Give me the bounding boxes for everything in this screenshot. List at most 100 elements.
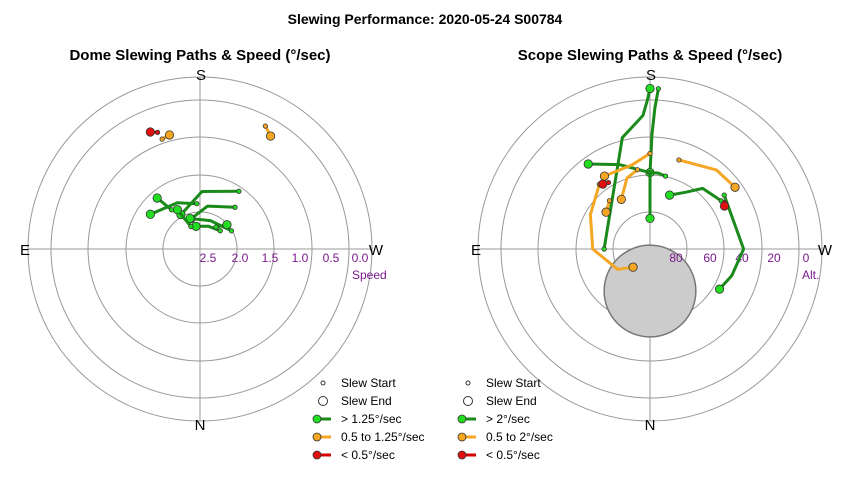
slew-end-point <box>145 209 156 219</box>
radial-tick-label: 0.5 <box>323 251 340 265</box>
legend-dot-fast <box>312 414 322 424</box>
radial-tick-label: 60 <box>703 251 717 265</box>
slew-start-point <box>217 228 223 234</box>
slew-path-fast <box>189 204 237 221</box>
dome-radial-ticks: 2.5 2.0 1.5 1.0 0.5 0.0 <box>200 251 369 265</box>
slew-path-fast <box>602 87 652 251</box>
radial-tick-label: 0 <box>803 251 810 265</box>
radial-tick-label: 0.0 <box>352 251 369 265</box>
scope-radial-axis-label: Alt. <box>802 268 819 282</box>
slew-start-point <box>655 86 662 92</box>
legend-dot-mid <box>312 432 322 442</box>
scope-panel: Scope Slewing Paths & Speed (°/sec) S N … <box>457 47 833 462</box>
slew-start-point <box>721 192 727 198</box>
slew-end-point <box>583 159 593 169</box>
slew-start-point <box>232 204 238 210</box>
slew-end-point <box>665 190 675 200</box>
slew-start-point <box>213 224 219 230</box>
slew-end-point <box>599 171 610 181</box>
slew-start-point <box>262 123 268 129</box>
dome-legend: Slew Start Slew End > 1.25°/sec 0.5 to 1.25… <box>312 376 425 462</box>
radial-tick-label: 20 <box>767 251 781 265</box>
radial-tick-label: 2.0 <box>232 251 249 265</box>
slew-path-mid <box>588 182 635 271</box>
slew-end-point <box>628 262 638 272</box>
legend-label: 0.5 to 2°/sec <box>486 430 553 444</box>
slew-end-point <box>601 207 611 217</box>
legend-label: Slew End <box>486 394 537 408</box>
scope-slew-paths <box>583 83 746 294</box>
slew-start-point <box>606 198 613 204</box>
legend-label: Slew Start <box>486 376 541 390</box>
slew-end-point <box>616 194 626 204</box>
slew-start-point <box>662 173 669 179</box>
slew-start-point <box>236 188 242 194</box>
radial-tick-label: 1.5 <box>262 251 279 265</box>
dome-cardinal-top: S <box>196 67 206 84</box>
legend-dot-slow <box>312 450 322 460</box>
slew-end-point <box>265 131 276 141</box>
slew-start-point <box>676 157 682 163</box>
radial-tick-label: 80 <box>669 251 683 265</box>
dome-radial-axis-label: Speed <box>352 268 387 282</box>
scope-cardinal-left: E <box>471 242 481 259</box>
dome-polar-grid <box>27 76 373 422</box>
slew-end-point <box>598 179 608 189</box>
slew-end-point <box>719 201 730 211</box>
dome-cardinal-left: E <box>20 242 30 259</box>
legend-label: < 0.5°/sec <box>341 448 395 462</box>
dome-panel-title: Dome Slewing Paths & Speed (°/sec) <box>69 47 330 64</box>
legend-label: > 1.25°/sec <box>341 412 402 426</box>
slew-path-mid <box>602 151 652 178</box>
slew-path-fast <box>718 193 746 291</box>
slew-start-point <box>647 150 653 157</box>
slew-end-point <box>145 127 155 137</box>
legend-label: Slew Start <box>341 376 396 390</box>
slew-path-mid <box>677 158 737 189</box>
scope-cardinal-top: S <box>646 67 656 84</box>
slew-path-fast <box>668 186 723 203</box>
slew-start-point <box>228 228 235 234</box>
slew-end-point <box>172 205 182 215</box>
slew-start-point <box>601 246 607 252</box>
slew-end-point <box>164 130 175 140</box>
slew-start-point <box>154 129 161 135</box>
figure-title: Slewing Performance: 2020-05-24 S00784 <box>288 11 563 27</box>
scope-cardinal-bottom: N <box>645 417 656 434</box>
legend-label: 0.5 to 1.25°/sec <box>341 430 425 444</box>
slew-end-point <box>730 182 740 192</box>
slew-start-point <box>159 136 165 142</box>
slew-end-point <box>714 284 725 294</box>
slew-start-point <box>188 223 194 230</box>
slew-path-mid <box>619 168 639 201</box>
slew-start-point <box>168 207 175 213</box>
slew-end-point <box>645 83 655 94</box>
scope-radial-ticks: 80 60 40 20 0 <box>669 251 809 265</box>
legend-dot-fast <box>457 414 467 424</box>
slew-path-fast <box>179 189 241 217</box>
legend-label: Slew End <box>341 394 392 408</box>
legend-label: > 2°/sec <box>486 412 530 426</box>
scope-panel-title: Scope Slewing Paths & Speed (°/sec) <box>518 47 782 64</box>
dome-slew-paths <box>145 123 276 234</box>
slew-start-point <box>194 201 200 207</box>
dome-cardinal-right: W <box>369 242 384 259</box>
slew-end-point <box>645 213 655 224</box>
slew-end-point <box>152 193 162 203</box>
scope-legend: Slew Start Slew End > 2°/sec 0.5 to 2°/sec <… <box>457 376 553 462</box>
dome-cardinal-bottom: N <box>195 417 206 434</box>
scope-cardinal-right: W <box>818 242 833 259</box>
slew-end-point <box>222 220 232 230</box>
slew-path-fast <box>648 171 667 220</box>
legend-marker-start <box>465 380 471 386</box>
dome-panel: Dome Slewing Paths & Speed (°/sec) S N E… <box>20 47 425 462</box>
legend-marker-start <box>320 380 326 386</box>
legend-dot-mid <box>457 432 467 442</box>
legend-label: < 0.5°/sec <box>486 448 540 462</box>
legend-dot-slow <box>457 450 467 460</box>
radial-tick-label: 1.0 <box>292 251 309 265</box>
slew-start-point <box>634 167 641 173</box>
legend-marker-end <box>318 396 328 406</box>
legend-marker-end <box>463 396 473 406</box>
